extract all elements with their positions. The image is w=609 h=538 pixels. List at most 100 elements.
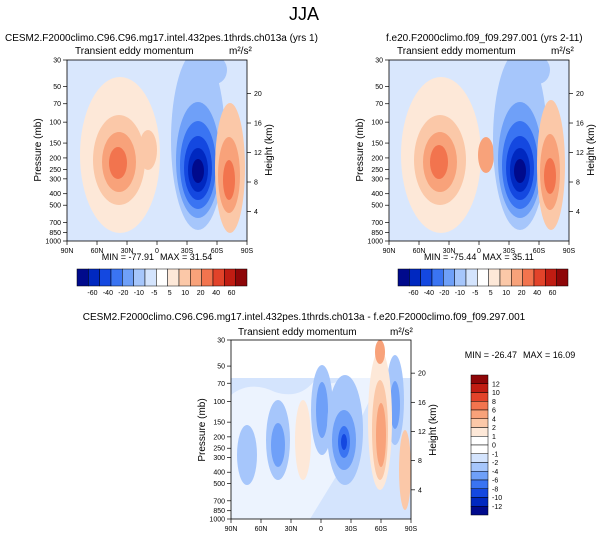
- colorbar-swatch: [533, 268, 546, 287]
- pressure-tick-label: 500: [371, 203, 383, 210]
- p3-neg-3b: [316, 382, 328, 438]
- colorbar-label: -10: [455, 290, 465, 297]
- pressure-tick-label: 50: [53, 84, 61, 91]
- pressure-tick-label: 70: [217, 381, 225, 388]
- colorbar-label: 40: [212, 290, 220, 297]
- lat-tick-label: 30S: [181, 248, 194, 255]
- colorbar-swatch: [470, 383, 489, 393]
- lat-tick-label: 90S: [563, 248, 576, 255]
- lat-tick-label: 90N: [225, 526, 238, 533]
- panel-model-field: [67, 60, 247, 241]
- height-tick-label: 16: [418, 400, 426, 407]
- height-tick-label: 16: [254, 121, 262, 128]
- panel-obs-ylabel: Pressure (mb): [355, 118, 366, 181]
- colorbar-swatch: [167, 268, 180, 287]
- p3-pos-3: [399, 430, 411, 510]
- colorbar-swatch: [465, 268, 478, 287]
- pressure-tick-label: 30: [375, 58, 383, 65]
- p1-neg-6: [192, 159, 204, 183]
- colorbar-label: 20: [197, 290, 205, 297]
- height-tick-label: 12: [254, 150, 262, 157]
- p1-pos-equator: [139, 130, 157, 170]
- panel-diff-ylabel: Pressure (mb): [197, 398, 208, 461]
- pressure-tick-label: 500: [213, 481, 225, 488]
- pressure-tick-label: 1000: [209, 517, 225, 524]
- colorbar-label: 12: [492, 381, 500, 388]
- height-tick-label: 12: [576, 150, 584, 157]
- colorbar-swatch: [477, 268, 489, 287]
- pressure-tick-label: 150: [371, 141, 383, 148]
- lat-tick-label: 60N: [255, 526, 268, 533]
- colorbar-swatch: [470, 427, 489, 437]
- colorbar-swatch: [470, 436, 489, 446]
- p2-pos-equator: [478, 137, 494, 173]
- pressure-tick-label: 250: [213, 446, 225, 453]
- panel-model: CESM2.F2000climo.C96.C96.mg17.intel.432p…: [5, 33, 318, 297]
- panel-diff-title: CESM2.F2000climo.C96.C96.mg17.intel.432p…: [83, 312, 526, 323]
- colorbar-label: 10: [492, 390, 500, 397]
- colorbar-label: -60: [408, 290, 418, 297]
- pressure-tick-label: 850: [213, 508, 225, 515]
- panel-model-title: CESM2.F2000climo.C96.C96.mg17.intel.432p…: [5, 33, 318, 44]
- colorbar-swatch: [190, 268, 202, 287]
- p3-neg-2b: [271, 423, 285, 467]
- colorbar-swatch: [110, 268, 123, 287]
- colorbar-label: 10: [181, 290, 189, 297]
- colorbar-swatch: [443, 268, 455, 287]
- page-title: JJA: [289, 4, 319, 24]
- colorbar-swatch: [420, 268, 433, 287]
- lat-tick-label: 90N: [383, 248, 396, 255]
- colorbar-swatch: [470, 444, 489, 454]
- colorbar-swatch: [470, 479, 489, 489]
- colorbar-label: -12: [492, 504, 502, 511]
- colorbar-label: -2: [492, 460, 498, 467]
- pressure-tick-label: 850: [371, 230, 383, 237]
- colorbar-swatch: [470, 497, 489, 507]
- pressure-tick-label: 400: [371, 191, 383, 198]
- panel-obs-lat-ticks: 90N 60N 30N 0 30S 60S 90S: [383, 241, 576, 255]
- pressure-tick-label: 1000: [367, 239, 383, 246]
- p3-pos-top: [375, 340, 385, 364]
- panel-obs-colorbar: -60 -40 -20 -10 -5 5 10 20 40 60: [397, 268, 569, 297]
- panel-model-ylabel-right: Height (km): [264, 124, 275, 176]
- colorbar-swatch: [470, 506, 489, 516]
- colorbar-swatch: [99, 268, 112, 287]
- p1-pos-right-3: [223, 160, 235, 200]
- panel-obs: f.e20.F2000climo.f09_f09.297.001 (yrs 2-…: [355, 33, 597, 297]
- lat-tick-label: 0: [155, 248, 159, 255]
- colorbar-swatch: [499, 268, 512, 287]
- pressure-tick-label: 150: [213, 420, 225, 427]
- colorbar-label: 0: [492, 443, 496, 450]
- panel-diff-ylabel-right: Height (km): [428, 404, 439, 456]
- colorbar-swatch: [144, 268, 157, 287]
- lat-tick-label: 30N: [285, 526, 298, 533]
- colorbar-swatch: [488, 268, 501, 287]
- p3-neg-5b: [390, 381, 400, 429]
- p3-pos-2c: [376, 403, 386, 467]
- panel-obs-min-max: MIN = -75.44 MAX = 35.11: [424, 252, 534, 262]
- colorbar-swatch: [470, 471, 489, 481]
- height-tick-label: 20: [576, 91, 584, 98]
- panel-model-subtitle: Transient eddy momentum: [75, 46, 194, 57]
- pressure-tick-label: 200: [213, 434, 225, 441]
- p3-neg-1: [237, 425, 257, 485]
- p2-pos-right-3: [544, 158, 556, 194]
- colorbar-label: -1: [492, 451, 498, 458]
- panel-obs-field: [389, 60, 569, 241]
- panel-obs-title: f.e20.F2000climo.f09_f09.297.001 (yrs 2-…: [386, 33, 583, 44]
- colorbar-swatch: [522, 268, 535, 287]
- colorbar-label: 8: [492, 399, 496, 406]
- colorbar-label: -8: [492, 486, 498, 493]
- height-tick-label: 8: [418, 458, 422, 465]
- lat-tick-label: 90S: [241, 248, 254, 255]
- colorbar-swatch: [470, 418, 489, 428]
- p1-neg-top: [203, 60, 227, 84]
- colorbar-label: 60: [228, 290, 236, 297]
- colorbar-swatch: [454, 268, 467, 287]
- lat-tick-label: 60S: [211, 248, 224, 255]
- pressure-tick-label: 50: [375, 84, 383, 91]
- panel-model-height-ticks: 20 16 12 8 4: [247, 91, 262, 216]
- panel-diff-unit: m²/s²: [390, 327, 413, 338]
